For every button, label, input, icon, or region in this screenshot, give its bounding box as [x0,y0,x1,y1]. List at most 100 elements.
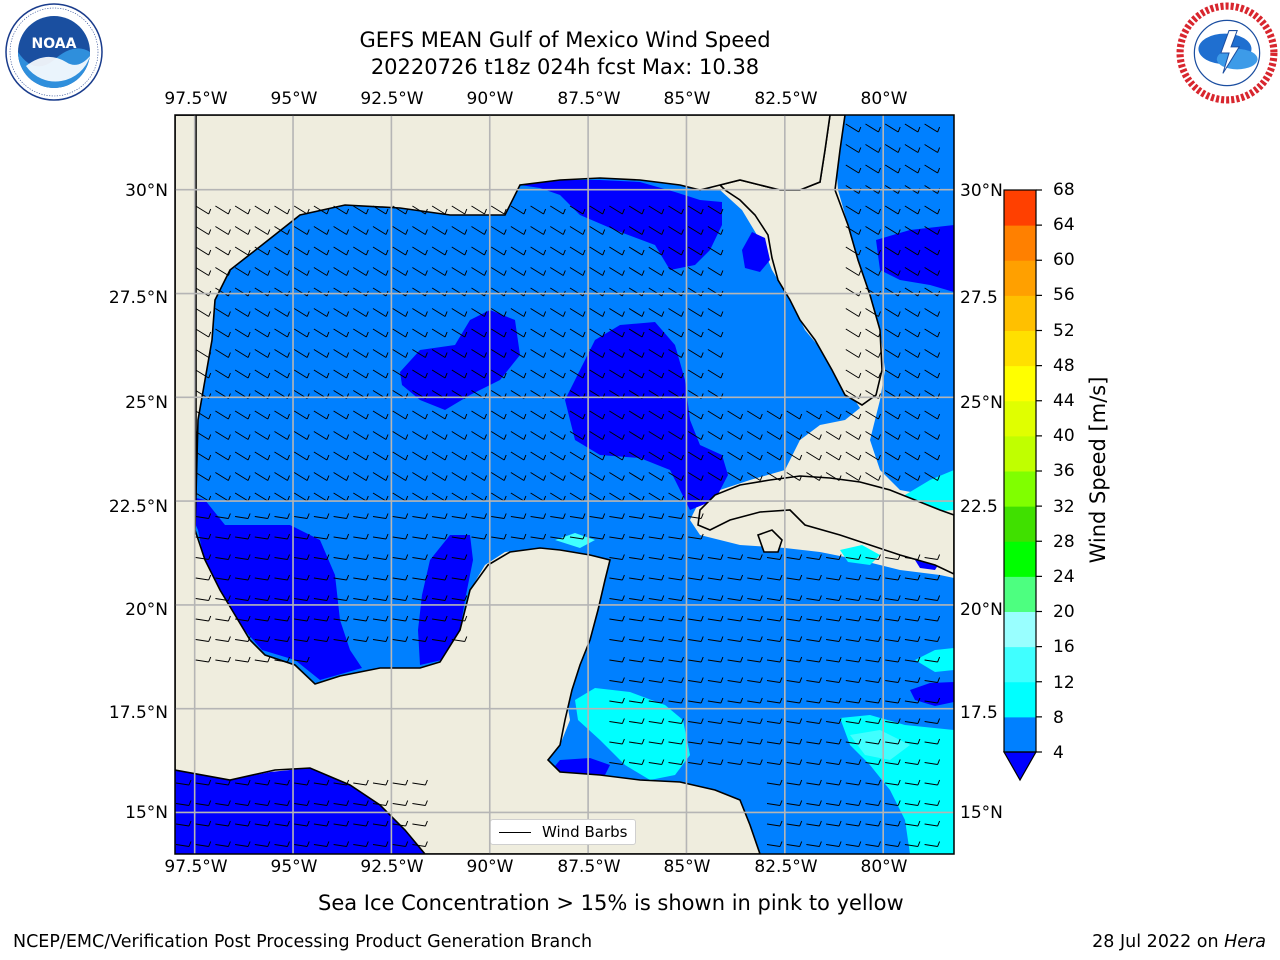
wind-barb [550,410,566,420]
wind-barb [412,595,428,601]
wind-barb [530,451,547,461]
wind-barb [727,636,744,642]
wind-barb [569,533,586,540]
wind-barb [766,759,783,765]
wind-barb [569,369,586,379]
wind-barb [747,410,763,420]
wind-barb [609,492,625,502]
wind-barb [372,554,389,560]
wind-barb [313,246,330,256]
wind-barb [845,718,862,724]
colorbar-tick: 52 [1053,321,1075,341]
lon-label: 95°W [270,89,318,109]
wind-barb [904,656,921,663]
wind-barb [688,718,704,724]
wind-barb [766,554,783,560]
wind-barb [589,513,606,519]
wind-barb [274,513,290,519]
wind-barb [884,123,901,133]
wind-barb [668,636,684,642]
colorbar-cell [1004,541,1036,577]
wind-barb [451,410,468,420]
wind-barb [215,636,231,642]
wind-barb [865,738,881,745]
wind-barb [215,308,231,317]
wind-barb [313,349,330,358]
wind-barb [490,369,507,379]
colorbar-tick: 60 [1053,250,1075,270]
wind-barb [668,369,684,379]
wind-barb [215,513,231,519]
wind-barb [707,246,724,256]
wind-barb [294,513,310,519]
wind-barb [313,779,330,786]
wind-barb [215,595,231,601]
wind-barb [924,431,941,440]
colorbar-tick: 56 [1053,285,1075,305]
wind-barb [392,328,409,338]
wind-barb [510,328,527,338]
wind-barb [648,718,665,724]
wind-barb [372,246,389,256]
wind-barb [451,349,468,358]
footer-credit: NCEP/EMC/Verification Post Processing Pr… [13,932,593,952]
wind-barb [254,328,271,338]
wind-barb [865,656,881,663]
wind-barb [904,574,921,581]
wind-barb [274,595,290,601]
wind-barb [293,492,310,502]
wind-barb [786,841,803,847]
wind-barb [687,451,704,461]
wind-barb [924,369,941,379]
wind-barb [648,738,665,745]
wind-barb [707,328,724,338]
wind-barb [826,697,842,704]
wind-barb [648,595,665,601]
lon-label: 80°W [860,89,908,109]
wind-barb [904,554,921,560]
lat-label: 15°N [125,803,168,823]
wind-barb [668,349,684,358]
footer-timestamp: 28 Jul 2022 on Hera [1092,932,1266,952]
wind-barb [904,308,921,317]
wind-barb [195,246,212,256]
wind-barb [313,205,330,215]
wind-barb [786,759,803,765]
wind-barb [609,472,625,481]
wind-barb [353,492,369,502]
wind-barb [432,615,448,622]
wind-barb [884,205,901,215]
wind-barb [766,779,783,786]
wind-barb [845,841,862,847]
wind-barb [274,533,290,540]
wind-barb [254,431,271,440]
wind-barb [865,410,881,420]
wind-barb [885,636,901,642]
colorbar-tick: 48 [1053,356,1075,376]
wind-barb [254,636,271,642]
wind-barb [175,820,192,827]
wind-barb [885,697,901,704]
wind-barb [510,226,527,235]
wind-barb [924,226,941,235]
wind-barb [392,451,409,461]
wind-barb [293,431,310,440]
wind-barb [254,205,271,215]
wind-barb [845,779,862,786]
wind-barb [865,779,881,786]
wind-barb [274,636,290,642]
colorbar [1002,189,1042,782]
wind-barb [885,677,901,683]
wind-barb [629,615,645,622]
wind-barb [924,554,941,560]
wind-barb [254,226,271,235]
wind-barb [293,328,310,338]
wind-barb [727,451,744,461]
wind-barb [707,718,724,724]
wind-barb [392,226,409,235]
wind-barb [668,615,684,622]
wind-barb [451,574,468,581]
wind-barb [274,779,290,786]
wind-barb [727,615,744,622]
wind-barb [412,636,428,642]
